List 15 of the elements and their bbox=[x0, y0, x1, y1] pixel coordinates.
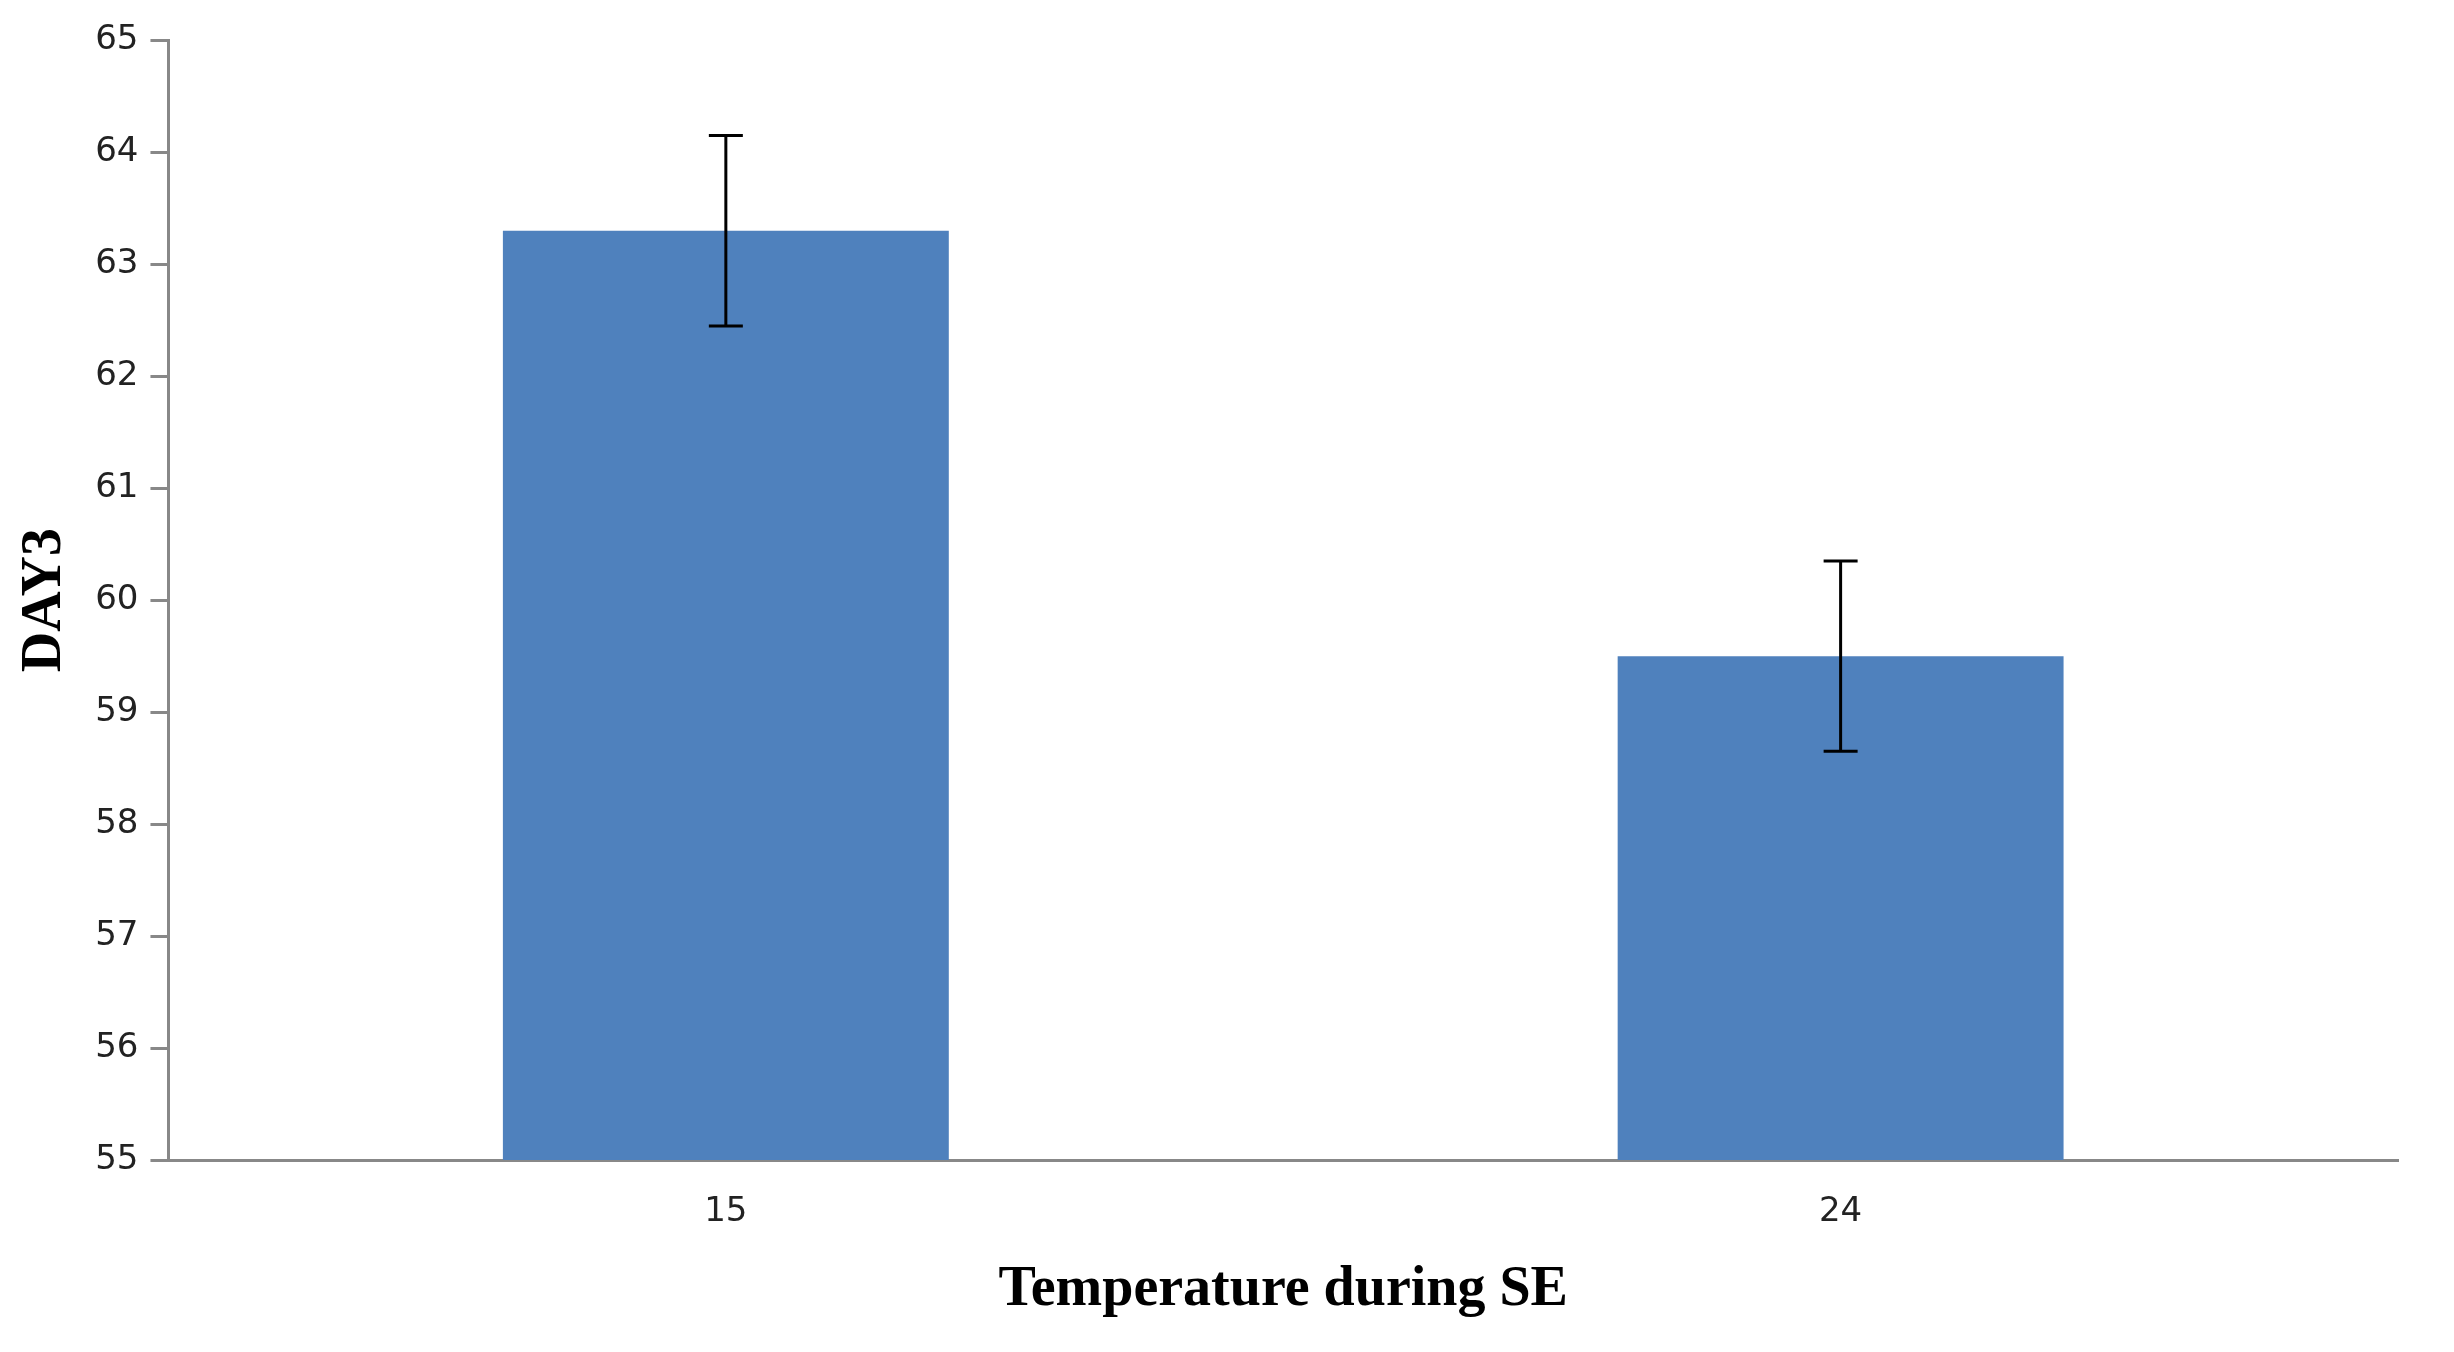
x-tick-label: 15 bbox=[704, 1189, 748, 1230]
y-tick-label: 63 bbox=[95, 241, 139, 282]
x-axis-title: Temperature during SE bbox=[998, 1254, 1568, 1317]
y-tick-label: 62 bbox=[95, 353, 139, 394]
y-tick-label: 60 bbox=[95, 577, 139, 618]
y-tick-label: 56 bbox=[95, 1024, 139, 1065]
y-tick-label: 65 bbox=[95, 17, 139, 58]
y-tick-label: 58 bbox=[95, 800, 139, 841]
x-tick-label: 24 bbox=[1818, 1189, 1863, 1230]
y-tick-label: 61 bbox=[95, 465, 139, 506]
y-tick-label: 59 bbox=[95, 688, 139, 729]
y-tick-label: 55 bbox=[95, 1136, 139, 1177]
y-tick-label: 64 bbox=[95, 129, 139, 170]
y-axis-title: DAY3 bbox=[10, 528, 73, 673]
y-tick-label: 57 bbox=[95, 912, 139, 953]
